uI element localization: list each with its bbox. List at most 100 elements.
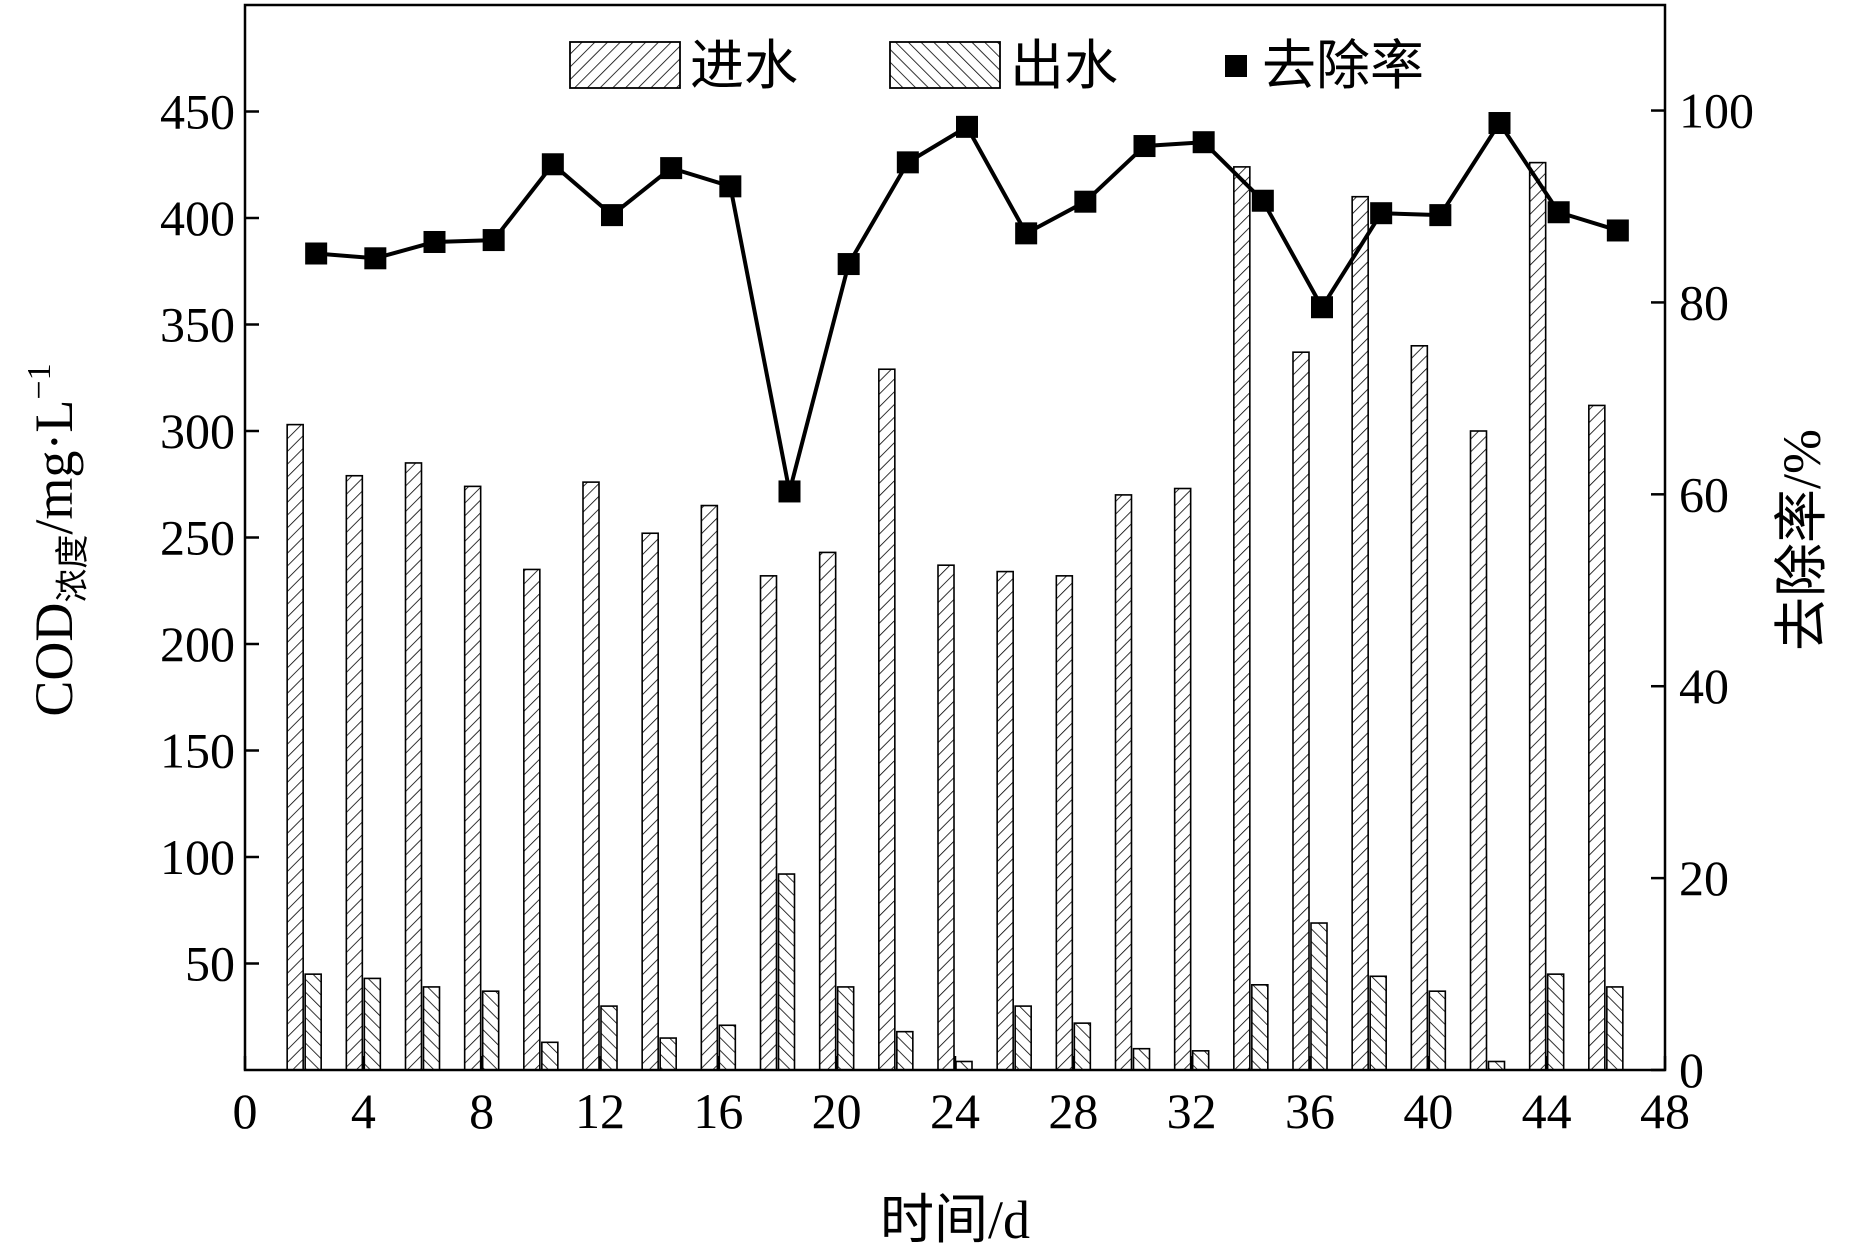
removal-rate-point (364, 247, 387, 270)
bar-outflow (363, 977, 382, 1071)
axis-labels-layer: 时间/d COD浓度/mg·L−1 去除率/% (21, 363, 1832, 1250)
legend-label-inflow: 进水 (690, 36, 798, 96)
x-tick-label: 44 (1522, 1083, 1572, 1139)
removal-rate-point (1133, 135, 1156, 158)
bar-inflow (1410, 344, 1429, 1071)
x-tick-label: 36 (1285, 1083, 1335, 1139)
bar-outflow (836, 986, 855, 1071)
removal-rate-point (482, 229, 505, 252)
y-tick-label: 150 (160, 723, 235, 779)
removal-rate-point (1251, 189, 1274, 212)
bar-outflow (1546, 973, 1565, 1071)
bar-inflow (345, 474, 364, 1071)
removal-rate-point (1429, 204, 1452, 227)
bar-outflow (600, 1005, 618, 1071)
removal-rate-point (778, 480, 801, 503)
removal-rate-point (1074, 190, 1097, 213)
bar-inflow (1292, 351, 1310, 1071)
y2-tick-label: 0 (1679, 1042, 1704, 1098)
y-tick-label: 200 (160, 616, 235, 672)
bar-outflow (1487, 1060, 1506, 1071)
bar-outflow (1428, 990, 1447, 1071)
removal-rate-point (1015, 222, 1038, 245)
x-tick-label: 20 (812, 1083, 862, 1139)
bar-outflow (481, 990, 500, 1071)
bar-outflow (541, 1041, 559, 1071)
bar-inflow (700, 504, 719, 1071)
axes-layer (243, 3, 1667, 1072)
x-tick-label: 12 (575, 1083, 625, 1139)
ticks-layer: 0 4 8 12 16 20 24 28 32 36 40 44 4850100150200250300… (160, 83, 1754, 1139)
bar-inflow (404, 462, 423, 1071)
removal-rate-point (1488, 112, 1511, 135)
bar-inflow (1233, 166, 1251, 1071)
x-tick-label: 8 (469, 1083, 494, 1139)
y-tick-label: 250 (160, 510, 235, 566)
removal-rate-point (956, 115, 978, 138)
x-tick-label: 24 (930, 1083, 980, 1139)
bar-inflow (878, 368, 896, 1071)
bar-inflow (996, 570, 1014, 1071)
bar-outflow (659, 1037, 677, 1071)
x-tick-label: 48 (1640, 1083, 1690, 1139)
bar-inflow (523, 568, 541, 1071)
legend-label-removal-rate: 去除率 (1262, 36, 1424, 96)
bar-inflow (582, 481, 600, 1071)
bar-outflow (422, 986, 441, 1071)
bar-inflow (1528, 161, 1547, 1071)
bar-outflow (1251, 983, 1269, 1071)
bar-inflow (1173, 487, 1192, 1071)
removal-rate-point (601, 204, 623, 227)
bar-outflow (955, 1060, 973, 1071)
bar-outflow (896, 1030, 914, 1071)
y-tick-label: 450 (160, 84, 235, 140)
y2-tick-label: 60 (1679, 466, 1729, 522)
plot-frame (243, 3, 1667, 1072)
bar-outflow (304, 973, 322, 1071)
removal-rate-point (660, 157, 683, 180)
y-tick-label: 400 (160, 190, 235, 246)
legend-swatch-outflow (889, 41, 1001, 89)
removal-rate-point (305, 242, 328, 265)
bar-outflow (1014, 1005, 1032, 1071)
x-tick-label: 32 (1167, 1083, 1217, 1139)
bar-inflow (463, 485, 482, 1071)
removal-rate-point (423, 230, 446, 253)
x-tick-label: 16 (693, 1083, 743, 1139)
removal-rate-point (1311, 296, 1333, 319)
removal-rate-point (1547, 201, 1570, 224)
y-tick-label: 300 (160, 403, 235, 459)
removal-rate-layer (305, 112, 1629, 503)
removal-rate-point (1370, 202, 1393, 225)
removal-rate-point (896, 151, 919, 174)
bar-inflow (1351, 195, 1369, 1071)
legend-swatch-inflow (569, 41, 681, 89)
y2-tick-label: 20 (1679, 850, 1729, 906)
x-tick-label: 40 (1403, 1083, 1453, 1139)
bar-inflow (759, 575, 778, 1071)
bar-outflow (718, 1024, 737, 1071)
bar-inflow (286, 423, 304, 1071)
bar-outflow (1606, 986, 1624, 1071)
y-tick-label: 350 (160, 297, 235, 353)
bar-outflow (1310, 922, 1328, 1071)
bar-outflow (1191, 1050, 1210, 1071)
y-tick-label: 100 (160, 829, 235, 885)
removal-rate-point (541, 153, 564, 176)
x-tick-label: 28 (1048, 1083, 1098, 1139)
y2-tick-label: 80 (1679, 274, 1729, 330)
legend-marker-removal-rate (1225, 55, 1247, 77)
bar-outflow (1073, 1022, 1092, 1071)
bar-inflow (641, 532, 659, 1071)
bar-inflow (1469, 430, 1488, 1071)
legend-label-outflow: 出水 (1010, 36, 1118, 96)
x-axis-label: 时间/d (880, 1190, 1030, 1250)
bars-layer (286, 161, 1624, 1071)
y2-tick-label: 100 (1679, 83, 1754, 139)
x-tick-label: 4 (351, 1083, 376, 1139)
y2-axis-label: 去除率/% (1772, 429, 1832, 651)
removal-rate-point (1192, 131, 1215, 154)
y-axis-label: COD浓度/mg·L−1 (21, 363, 92, 716)
